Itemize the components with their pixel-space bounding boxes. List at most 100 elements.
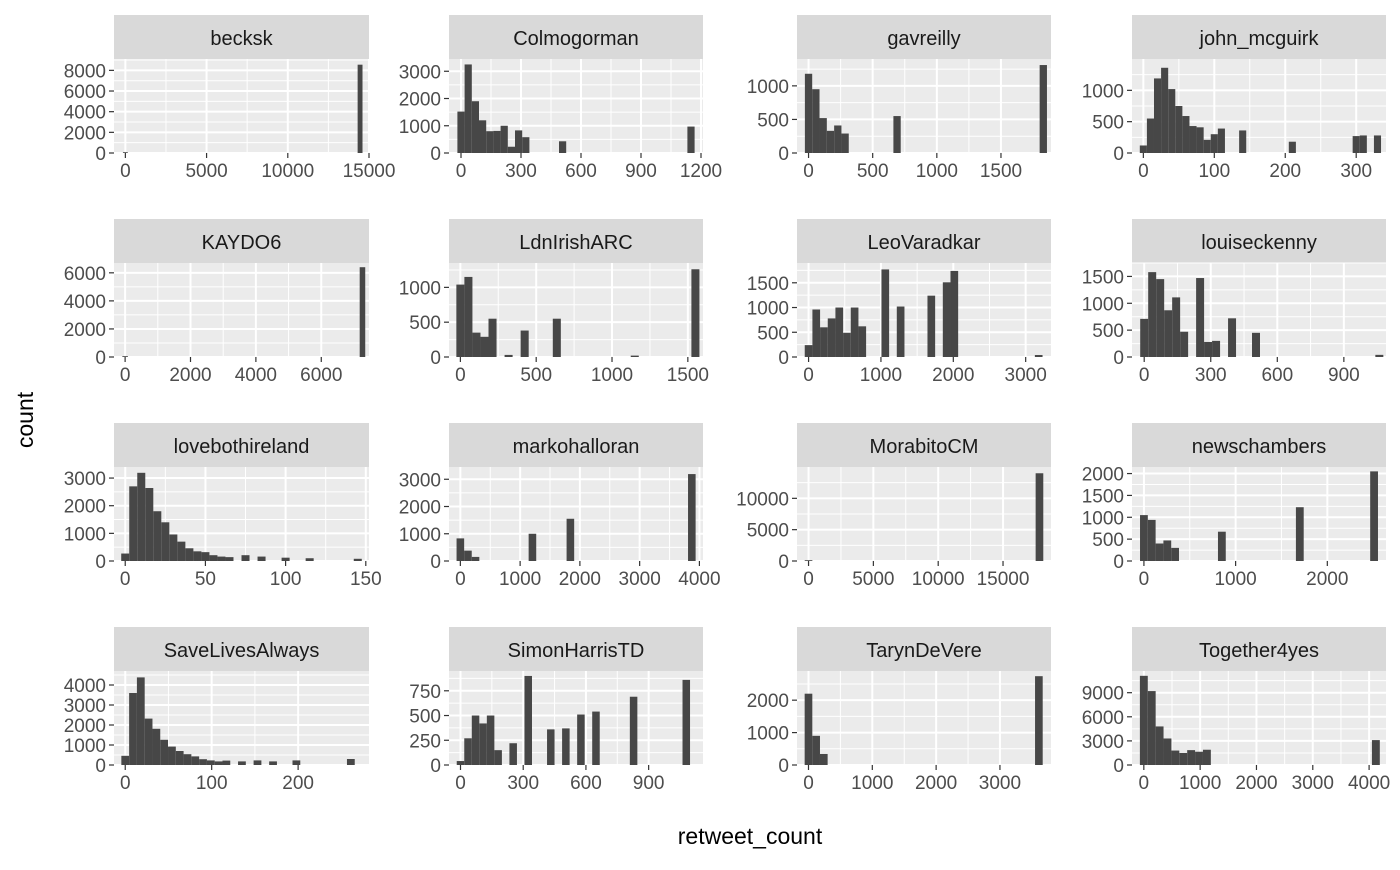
panel-background <box>797 671 1051 765</box>
histogram-bar <box>1252 332 1260 357</box>
histogram-bar <box>559 141 567 153</box>
histogram-bar <box>500 125 508 153</box>
histogram-bar <box>1195 751 1203 765</box>
histogram-bar <box>238 761 246 765</box>
histogram-bar <box>629 696 638 765</box>
x-tick-label: 15000 <box>977 569 1030 590</box>
histogram-bar <box>281 557 290 561</box>
histogram-bar <box>464 276 473 357</box>
histogram-bar <box>1371 740 1380 765</box>
histogram-bar <box>153 511 162 561</box>
y-tick-label: 250 <box>409 731 441 752</box>
x-tick-label: 2000 <box>169 365 211 386</box>
y-tick-label: 9000 <box>1082 684 1124 705</box>
histogram-bar <box>1196 127 1204 153</box>
y-tick-label: 0 <box>1113 756 1124 777</box>
y-tick-label: 0 <box>1113 348 1124 369</box>
x-tick-label: 1000 <box>1179 773 1221 794</box>
x-tick-label: 200 <box>1269 161 1301 182</box>
histogram-bar <box>292 760 301 765</box>
histogram-bar <box>520 330 529 357</box>
histogram-bar <box>827 318 836 357</box>
facet-strip <box>114 15 369 59</box>
y-tick-label: 0 <box>778 348 789 369</box>
histogram-bar <box>942 282 951 357</box>
histogram-bar <box>1171 750 1180 765</box>
y-tick-label: 0 <box>95 144 106 165</box>
histogram-bar <box>843 332 851 357</box>
x-tick-label: 300 <box>1340 161 1372 182</box>
histogram-bar <box>1147 691 1156 765</box>
y-tick-label: 750 <box>409 682 441 703</box>
x-tick-label: 0 <box>120 569 131 590</box>
histogram-bar <box>1161 67 1169 153</box>
x-tick-label: 0 <box>455 773 466 794</box>
facet-strip-label: LdnIrishARC <box>519 232 632 254</box>
facet-strip <box>797 15 1051 59</box>
histogram-bar <box>1179 752 1188 765</box>
histogram-bar <box>357 64 363 153</box>
facet-strip-label: Colmogorman <box>513 28 639 50</box>
x-tick-label: 600 <box>1261 365 1293 386</box>
facet-strip <box>114 423 369 467</box>
x-tick-label: 1500 <box>667 365 709 386</box>
facet-strip-label: lovebothireland <box>174 436 310 458</box>
facet-strip-label: becksk <box>210 28 273 50</box>
x-tick-label: 4000 <box>678 569 720 590</box>
y-tick-label: 0 <box>95 552 106 573</box>
histogram-bar <box>1146 118 1154 153</box>
facet-strip-label: markohalloran <box>513 436 640 458</box>
histogram-bar <box>199 759 207 765</box>
histogram-bar <box>222 760 231 765</box>
histogram-bar <box>504 354 513 357</box>
y-tick-label: 2000 <box>399 498 441 519</box>
histogram-bar <box>1187 750 1196 765</box>
x-tick-label: 300 <box>505 161 537 182</box>
x-tick-label: 50 <box>195 569 216 590</box>
facet-strip <box>797 627 1051 671</box>
x-tick-label: 0 <box>1139 569 1150 590</box>
y-tick-label: 2000 <box>64 497 106 518</box>
y-axis-title: count <box>12 391 38 448</box>
x-tick-label: 2000 <box>559 569 601 590</box>
histogram-bar <box>566 518 575 561</box>
histogram-bar <box>217 556 226 561</box>
y-tick-label: 6000 <box>1082 708 1124 729</box>
histogram-bar <box>1239 130 1247 153</box>
x-tick-label: 0 <box>120 773 131 794</box>
y-tick-label: 3000 <box>64 469 106 490</box>
histogram-bar <box>804 693 813 765</box>
x-tick-label: 2000 <box>1306 569 1348 590</box>
facet-panel-SimonHarrisTD: SimonHarrisTD 0 300 600 900 0 250 500 750 <box>409 627 703 794</box>
y-tick-label: 500 <box>1092 113 1124 134</box>
histogram-bar <box>1139 145 1147 153</box>
facet-panel-john_mcguirk: john_mcguirk 0 100 200 300 0 500 1000 <box>1082 15 1386 182</box>
histogram-bar <box>592 711 600 765</box>
y-tick-label: 1000 <box>747 77 789 98</box>
histogram-bar <box>480 336 489 357</box>
facet-strip <box>1132 219 1386 263</box>
x-tick-label: 0 <box>803 569 814 590</box>
y-tick-label: 2000 <box>64 320 106 341</box>
x-tick-label: 600 <box>570 773 602 794</box>
histogram-bar <box>1202 749 1211 765</box>
histogram-bar <box>1148 272 1157 357</box>
histogram-bar <box>144 718 153 765</box>
x-tick-label: 500 <box>857 161 889 182</box>
histogram-bar <box>129 486 138 561</box>
panel-background <box>114 263 369 357</box>
histogram-bar <box>129 693 137 765</box>
histogram-bar <box>1153 78 1162 153</box>
y-tick-label: 0 <box>430 756 441 777</box>
y-tick-label: 6000 <box>64 264 106 285</box>
histogram-bar <box>812 735 820 765</box>
histogram-bar <box>225 557 234 561</box>
facet-strip-label: john_mcguirk <box>1199 28 1320 50</box>
histogram-bar <box>1359 135 1367 153</box>
histogram-bar <box>1204 341 1213 357</box>
facet-strip-label: SaveLivesAlways <box>164 640 320 662</box>
histogram-bar <box>201 552 210 561</box>
